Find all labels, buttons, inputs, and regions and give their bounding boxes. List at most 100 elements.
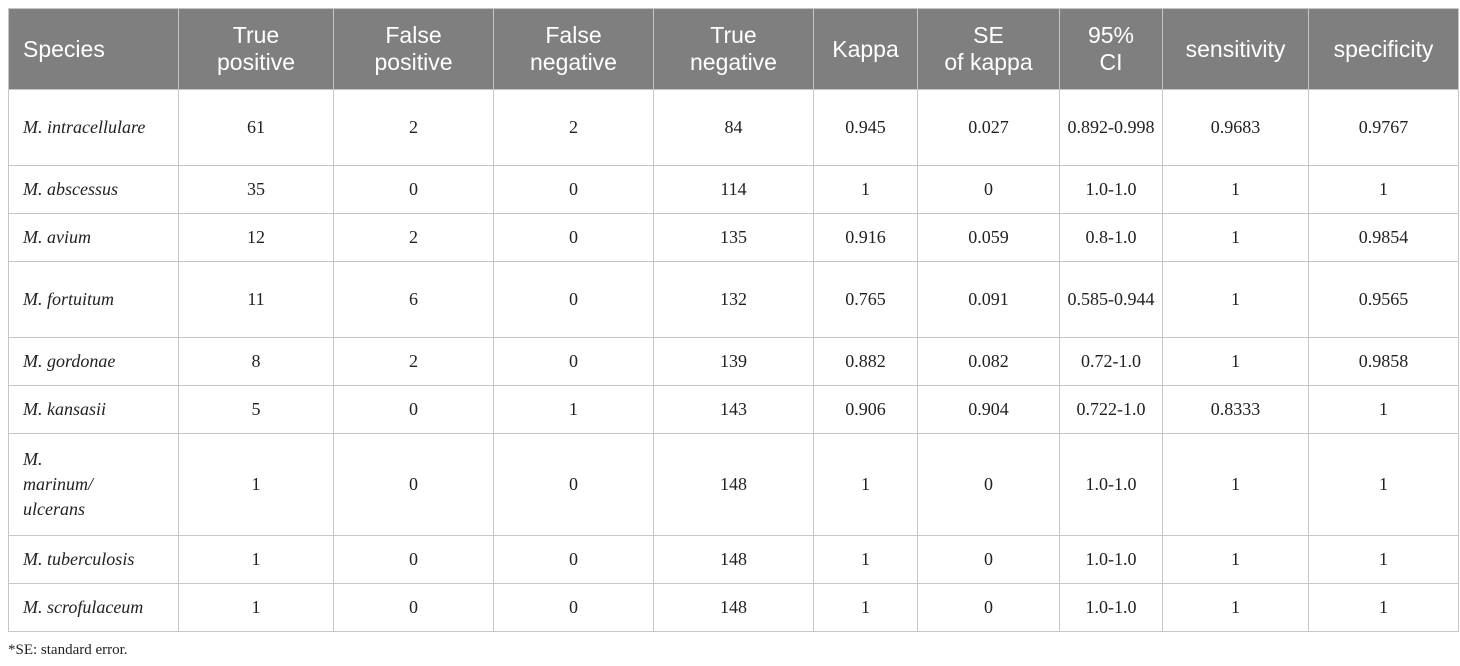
- cell-true-negative: 132: [653, 261, 814, 338]
- table-row: M. abscessus 35 0 0 114 1 0 1.0-1.0 1 1: [8, 165, 1459, 214]
- cell-sensitivity: 1: [1162, 213, 1309, 262]
- header-species: Species: [8, 8, 179, 90]
- cell-true-positive: 8: [178, 337, 334, 386]
- header-ci: 95% CI: [1059, 8, 1163, 90]
- cell-kappa: 1: [813, 535, 918, 584]
- cell-ci: 1.0-1.0: [1059, 583, 1163, 632]
- cell-ci: 0.722-1.0: [1059, 385, 1163, 434]
- cell-ci: 0.585-0.944: [1059, 261, 1163, 338]
- cell-true-negative: 148: [653, 583, 814, 632]
- cell-species: M. tuberculosis: [8, 535, 179, 584]
- header-true-positive-line1: True: [232, 22, 280, 48]
- cell-false-positive: 2: [333, 89, 494, 166]
- cell-specificity: 1: [1308, 165, 1459, 214]
- cell-specificity: 0.9565: [1308, 261, 1459, 338]
- cell-true-negative: 148: [653, 433, 814, 536]
- cell-false-negative: 0: [493, 337, 654, 386]
- cell-species: M. kansasii: [8, 385, 179, 434]
- cell-true-positive: 1: [178, 535, 334, 584]
- cell-kappa: 1: [813, 583, 918, 632]
- cell-ci: 0.892-0.998: [1059, 89, 1163, 166]
- cell-species: M. avium: [8, 213, 179, 262]
- header-ci-line2: CI: [1099, 49, 1123, 75]
- cell-se-kappa: 0.904: [917, 385, 1060, 434]
- cell-sensitivity: 0.8333: [1162, 385, 1309, 434]
- header-true-negative-line1: True: [710, 22, 757, 48]
- header-false-positive-line1: False: [385, 22, 442, 48]
- header-false-positive-line2: positive: [374, 49, 453, 75]
- cell-species: M. scrofulaceum: [8, 583, 179, 632]
- cell-false-positive: 6: [333, 261, 494, 338]
- cell-sensitivity: 1: [1162, 535, 1309, 584]
- header-se-kappa-line1: SE: [973, 22, 1004, 48]
- cell-sensitivity: 1: [1162, 261, 1309, 338]
- header-true-negative: True negative: [653, 8, 814, 90]
- table-row: M. fortuitum 11 6 0 132 0.765 0.091 0.58…: [8, 261, 1459, 338]
- cell-se-kappa: 0.091: [917, 261, 1060, 338]
- cell-specificity: 0.9854: [1308, 213, 1459, 262]
- cell-specificity: 1: [1308, 583, 1459, 632]
- cell-specificity: 1: [1308, 433, 1459, 536]
- cell-true-positive: 11: [178, 261, 334, 338]
- cell-se-kappa: 0.059: [917, 213, 1060, 262]
- cell-true-positive: 1: [178, 433, 334, 536]
- cell-species: M. gordonae: [8, 337, 179, 386]
- table-row: M. marinum/ ulcerans 1 0 0 148 1 0 1.0-1…: [8, 433, 1459, 536]
- cell-se-kappa: 0: [917, 433, 1060, 536]
- cell-false-negative: 2: [493, 89, 654, 166]
- cell-kappa: 0.906: [813, 385, 918, 434]
- header-ci-line1: 95%: [1087, 22, 1135, 48]
- cell-true-positive: 35: [178, 165, 334, 214]
- header-true-positive-line2: positive: [217, 49, 295, 75]
- cell-se-kappa: 0.027: [917, 89, 1060, 166]
- cell-false-positive: 2: [333, 337, 494, 386]
- cell-ci: 0.8-1.0: [1059, 213, 1163, 262]
- cell-species: M. fortuitum: [8, 261, 179, 338]
- cell-ci: 0.72-1.0: [1059, 337, 1163, 386]
- cell-species: M. marinum/ ulcerans: [8, 433, 179, 536]
- cell-se-kappa: 0.082: [917, 337, 1060, 386]
- cell-false-negative: 0: [493, 433, 654, 536]
- header-species-line1: Species: [23, 35, 105, 62]
- cell-sensitivity: 1: [1162, 337, 1309, 386]
- cell-true-positive: 12: [178, 213, 334, 262]
- cell-species: M. intracellulare: [8, 89, 179, 166]
- header-true-positive: True positive: [178, 8, 334, 90]
- header-false-negative-line2: negative: [530, 49, 617, 75]
- cell-true-negative: 84: [653, 89, 814, 166]
- cell-true-negative: 148: [653, 535, 814, 584]
- cell-false-negative: 0: [493, 261, 654, 338]
- cell-kappa: 1: [813, 165, 918, 214]
- cell-false-negative: 0: [493, 165, 654, 214]
- cell-ci: 1.0-1.0: [1059, 535, 1163, 584]
- cell-se-kappa: 0: [917, 583, 1060, 632]
- table-row: M. kansasii 5 0 1 143 0.906 0.904 0.722-…: [8, 385, 1459, 434]
- header-sensitivity: sensitivity: [1162, 8, 1309, 90]
- cell-sensitivity: 1: [1162, 165, 1309, 214]
- header-kappa-line1: Kappa: [832, 35, 899, 62]
- header-specificity-line1: specificity: [1333, 35, 1434, 62]
- cell-true-negative: 135: [653, 213, 814, 262]
- cell-kappa: 0.882: [813, 337, 918, 386]
- cell-ci: 1.0-1.0: [1059, 433, 1163, 536]
- cell-true-positive: 5: [178, 385, 334, 434]
- species-kappa-table: Species True positive False positive False…: [8, 8, 1459, 632]
- cell-false-positive: 2: [333, 213, 494, 262]
- cell-false-positive: 0: [333, 433, 494, 536]
- table-row: M. avium 12 2 0 135 0.916 0.059 0.8-1.0 …: [8, 213, 1459, 262]
- header-se-kappa: SE of kappa: [917, 8, 1060, 90]
- table-row: M. tuberculosis 1 0 0 148 1 0 1.0-1.0 1 …: [8, 535, 1459, 584]
- cell-false-negative: 0: [493, 213, 654, 262]
- cell-false-negative: 0: [493, 535, 654, 584]
- cell-sensitivity: 0.9683: [1162, 89, 1309, 166]
- cell-true-positive: 61: [178, 89, 334, 166]
- cell-se-kappa: 0: [917, 165, 1060, 214]
- table-row: M. gordonae 8 2 0 139 0.882 0.082 0.72-1…: [8, 337, 1459, 386]
- cell-false-positive: 0: [333, 535, 494, 584]
- header-true-negative-line2: negative: [690, 49, 777, 75]
- table-row: M. intracellulare 61 2 2 84 0.945 0.027 …: [8, 89, 1459, 166]
- table-container: Species True positive False positive False…: [8, 8, 1459, 632]
- header-row: Species True positive False positive False…: [8, 8, 1459, 90]
- cell-true-negative: 139: [653, 337, 814, 386]
- cell-false-negative: 0: [493, 583, 654, 632]
